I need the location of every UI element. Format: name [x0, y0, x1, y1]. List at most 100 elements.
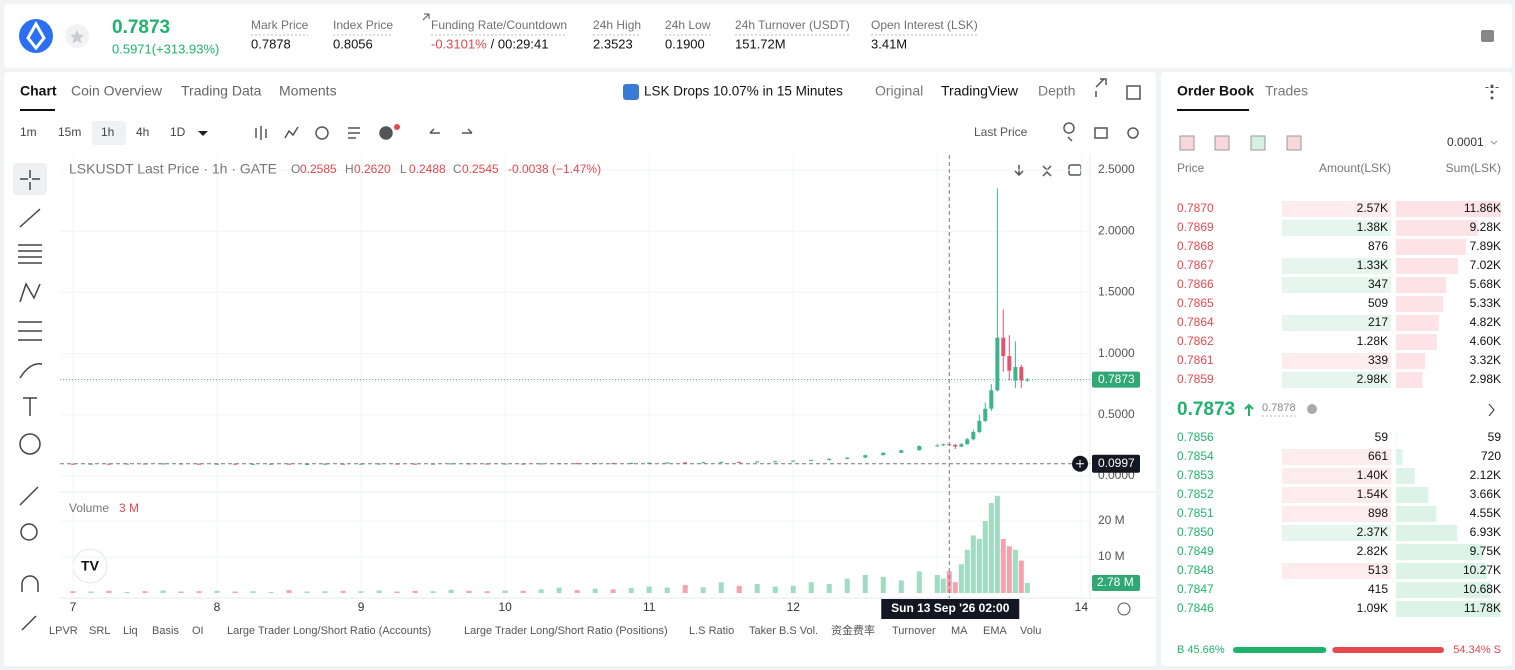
volume-bar: [376, 590, 382, 593]
volume-bar: [178, 591, 184, 593]
indicator[interactable]: 资金费率: [831, 623, 875, 637]
volume-bar: [982, 521, 988, 593]
candle-body: [323, 463, 328, 465]
volume-legend: 3 M: [119, 501, 139, 515]
tab[interactable]: Moments: [279, 83, 337, 99]
ob-tab[interactable]: Trades: [1265, 83, 1308, 99]
ob-price[interactable]: 0.7862: [1177, 334, 1214, 348]
candle-body: [755, 461, 760, 463]
indicator[interactable]: MA: [951, 625, 968, 637]
ob-price[interactable]: 0.7848: [1177, 563, 1214, 577]
ob-price[interactable]: 0.7859: [1177, 372, 1214, 386]
candle-body: [989, 390, 994, 409]
ob-amount: 415: [1368, 582, 1388, 596]
ob-price[interactable]: 0.7851: [1177, 506, 1214, 520]
ob-price[interactable]: 0.7850: [1177, 525, 1214, 539]
indicator[interactable]: Liq: [123, 625, 138, 637]
ob-price[interactable]: 0.7856: [1177, 430, 1214, 444]
ob-amount: 2.57K: [1357, 201, 1388, 215]
interval[interactable]: 1D: [170, 125, 186, 139]
depth-bar: [1396, 334, 1437, 350]
last-price-tag: [1092, 371, 1140, 388]
ob-price[interactable]: 0.7852: [1177, 487, 1214, 501]
x-tick-label: 8: [214, 600, 221, 614]
volume-bar: [196, 591, 202, 593]
indicator[interactable]: LPVR: [49, 625, 78, 637]
ob-amount: 513: [1368, 563, 1388, 577]
ob-price[interactable]: 0.7847: [1177, 582, 1214, 596]
ob-price[interactable]: 0.7846: [1177, 601, 1214, 615]
ob-price[interactable]: 0.7867: [1177, 258, 1214, 272]
candle-body: [719, 461, 724, 463]
volume-bar: [340, 590, 346, 593]
dropdown-arrow[interactable]: [198, 131, 208, 136]
candle-body: [647, 462, 652, 464]
ob-price[interactable]: 0.7854: [1177, 449, 1214, 463]
interval[interactable]: 4h: [136, 125, 149, 139]
settings-icon[interactable]: [1117, 602, 1131, 616]
ob-price[interactable]: 0.7849: [1177, 544, 1214, 558]
ob-sum: 3.32K: [1470, 353, 1501, 367]
up-arrow: [1244, 403, 1254, 416]
ob-price[interactable]: 0.7864: [1177, 315, 1214, 329]
indicator[interactable]: Volu: [1020, 625, 1041, 637]
volume-bar: [1024, 582, 1030, 593]
ob-amount: 898: [1368, 506, 1388, 520]
coin-logo: [19, 19, 53, 53]
ob-price[interactable]: 0.7865: [1177, 296, 1214, 310]
depth-bar: [1396, 258, 1459, 274]
header-icon[interactable]: [1481, 30, 1494, 42]
indicator[interactable]: Turnover: [892, 625, 936, 637]
tab[interactable]: Chart: [20, 83, 57, 99]
y-tick-label: 2.5000: [1098, 162, 1135, 176]
stat-extra: / 00:29:41: [491, 36, 549, 51]
candle-body: [1013, 367, 1018, 381]
indicator[interactable]: Large Trader Long/Short Ratio (Accounts): [227, 625, 431, 637]
indicator[interactable]: Basis: [152, 625, 179, 637]
volume-bar: [934, 575, 940, 593]
indicator[interactable]: OI: [192, 625, 204, 637]
star-icon: [69, 30, 84, 44]
tab[interactable]: Coin Overview: [71, 83, 163, 99]
tab[interactable]: Trading Data: [181, 83, 262, 99]
ob-price[interactable]: 0.7853: [1177, 468, 1214, 482]
price-type[interactable]: Last Price: [974, 125, 1028, 139]
interval[interactable]: 1m: [20, 125, 37, 139]
ob-tab[interactable]: Order Book: [1177, 83, 1254, 99]
view-tab[interactable]: Depth: [1038, 83, 1075, 99]
indicator[interactable]: EMA: [983, 625, 1008, 637]
indicator[interactable]: Large Trader Long/Short Ratio (Positions…: [464, 625, 668, 637]
stat-label: 24h Low: [665, 18, 711, 32]
amount-flash: [1282, 315, 1391, 331]
volume-bar: [1000, 539, 1006, 593]
view-tab[interactable]: Original: [875, 83, 923, 99]
volume-bar: [484, 591, 490, 593]
indicator[interactable]: SRL: [89, 625, 110, 637]
x-tick-label: 11: [643, 600, 656, 614]
candle-body: [1007, 356, 1012, 371]
x-tick-label: 9: [358, 600, 365, 614]
ob-sum: 9.28K: [1470, 220, 1501, 234]
ob-price[interactable]: 0.7869: [1177, 220, 1214, 234]
view-tab[interactable]: TradingView: [941, 83, 1019, 99]
depth-bar: [1396, 353, 1426, 369]
candle-body: [377, 463, 382, 465]
ob-price[interactable]: 0.7868: [1177, 239, 1214, 253]
interval[interactable]: 1h: [101, 125, 114, 139]
ob-sum: 6.93K: [1470, 525, 1501, 539]
ob-price[interactable]: 0.7870: [1177, 201, 1214, 215]
ob-price[interactable]: 0.7861: [1177, 353, 1214, 367]
last-volume-label: 2.78 M: [1097, 575, 1134, 589]
indicator[interactable]: Taker B.S Vol.: [749, 625, 818, 637]
candle-body: [305, 463, 310, 465]
volume-bar: [808, 582, 814, 593]
interval[interactable]: 15m: [58, 125, 81, 139]
indicator[interactable]: L.S Ratio: [689, 625, 734, 637]
alert[interactable]: LSK Drops 10.07% in 15 Minutes: [644, 84, 843, 99]
ob-tick[interactable]: 0.0001: [1447, 135, 1484, 149]
ob-amount: 509: [1368, 296, 1388, 310]
last-price-label: 0.7873: [1098, 372, 1135, 386]
ob-amount: 347: [1368, 277, 1388, 291]
notice-dot: [394, 124, 400, 130]
ob-price[interactable]: 0.7866: [1177, 277, 1214, 291]
